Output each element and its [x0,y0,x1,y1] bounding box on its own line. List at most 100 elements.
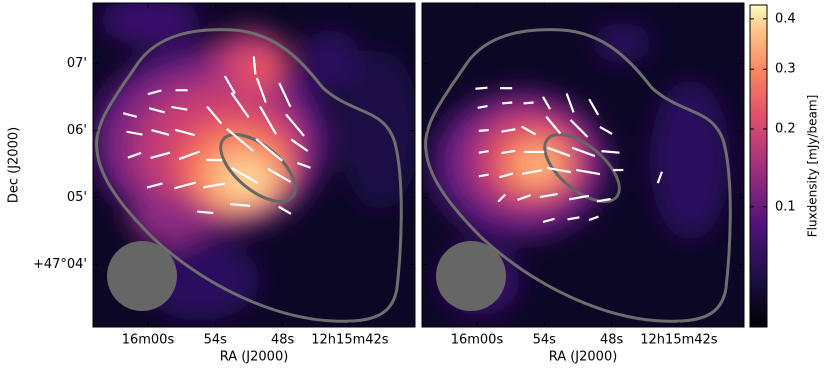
polarization-vector [296,161,311,169]
polarization-vector [206,105,223,125]
polarization-vector [259,105,278,135]
y-tick-label: 07' [67,56,87,71]
polarization-vector [197,210,214,215]
emission-blob [340,50,415,210]
polarization-vector [501,128,516,133]
source-ellipse [543,133,621,203]
polarization-vector [278,82,292,108]
polarization-vector [255,138,283,162]
polarization-vector [229,202,251,207]
polarization-vector [567,216,580,221]
colorbar-tick-label: 0.2 [775,121,796,136]
polarization-vector [565,93,575,113]
overlay [424,28,732,323]
polarization-vector [571,146,596,158]
polarization-vector [588,98,600,116]
image-panel [422,3,744,327]
polarization-vector [178,150,201,161]
polarization-vector [475,86,488,90]
emission-blob [300,30,360,90]
polarization-vector [575,168,601,176]
x-tick-label: 48s [600,333,624,348]
colorbar [749,4,768,328]
polarization-vector [477,105,488,109]
colorbar-tick-label: 0.4 [775,11,796,26]
x-tick-label: 12h15m42s [311,333,389,348]
polarization-vector [278,205,292,215]
x-axis-label: RA (J2000) [220,350,289,365]
polarization-vector [521,169,543,175]
polarization-vector [203,182,226,189]
polarization-vector [545,115,562,135]
polarization-vector [596,197,611,203]
beam [436,241,506,311]
polarization-vector [147,89,162,96]
x-tick-label: 54s [204,333,228,348]
polarization-vector [174,181,196,190]
polarization-vector [267,167,292,183]
x-tick-label: 54s [533,333,557,348]
polarization-vector [517,194,532,201]
x-tick-label: 48s [271,333,295,348]
emission-blob [592,23,652,63]
polarization-vector [127,151,142,159]
emission-blob [235,50,285,90]
image-panel [93,3,415,327]
emission [430,23,730,315]
emission-blob [130,195,210,245]
polarization-vector [542,96,552,110]
contour [424,28,732,323]
polarization-vector [588,215,599,222]
polarization-vector [569,119,589,138]
polarization-vector [601,150,620,154]
polarization-vector [223,75,236,95]
polarization-vector [542,217,555,223]
polarization-vector [501,149,516,155]
beam [107,241,177,311]
polarization-vector [151,129,170,136]
polarization-vector [122,112,138,118]
polarization-vector [150,151,171,159]
colorbar-tick-label: 0.1 [775,199,796,214]
polarization-vector [523,101,534,105]
polarization-vector [539,192,558,199]
x-axis-label: RA (J2000) [549,350,618,365]
polarization-vector [171,105,188,111]
polarization-vector [230,166,259,184]
x-tick-label: 16m00s [451,333,504,348]
polarization-vector [497,193,506,203]
polarization-vector [546,166,571,174]
y-axis-label: Dec (J2000) [7,127,22,203]
panel-frame [421,2,745,328]
polarization-vector [547,146,571,158]
emission-blob [217,158,273,202]
y-tick-label: +47°04' [33,257,87,272]
colorbar-label: Fluxdensity [mJy/beam] [806,95,820,238]
polarization-vector [599,125,613,135]
polarization-vector [656,171,663,184]
emission-blob [514,145,562,185]
colorbar-tick-label: 0.3 [775,62,796,77]
polarization-vector [230,91,250,118]
polarization-vector [499,172,514,179]
polarization-vector [290,138,309,152]
polarization-vector [478,173,489,178]
panel-frame [92,2,416,328]
polarization-vector [148,107,166,114]
polarization-vector [478,149,489,154]
x-tick-label: 12h15m42s [640,333,718,348]
contour [95,28,403,323]
polarization-vector [226,128,254,152]
polarization-vector [174,128,196,137]
polarization-vector [146,182,163,189]
emission-blob [650,80,730,240]
polarization-vector [478,128,489,132]
polarization-vector [255,77,267,103]
y-tick-label: 05' [67,190,87,205]
polarization-vector [285,113,305,137]
polarization-vector [568,194,590,201]
emission-blob [100,3,200,45]
polarization-vector [252,56,257,75]
y-tick-label: 06' [67,123,87,138]
